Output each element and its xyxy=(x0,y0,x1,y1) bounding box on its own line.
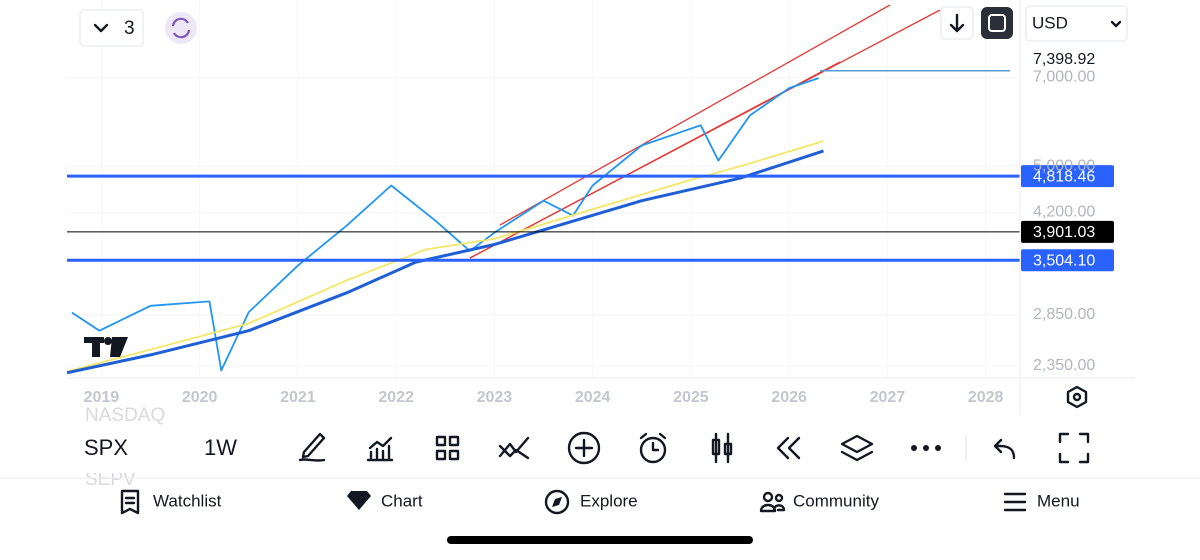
price-line xyxy=(71,77,819,372)
home-indicator xyxy=(447,536,753,544)
y-tick-label: 7,000.00 xyxy=(1033,69,1095,86)
community-icon xyxy=(759,503,786,513)
nav-item[interactable]: Watchlist xyxy=(153,491,222,510)
x-tick-label: 2019 xyxy=(84,389,120,406)
x-tick-label: 2020 xyxy=(182,389,218,406)
bottom-toolbar xyxy=(67,425,1135,473)
x-tick-label: 2025 xyxy=(673,389,709,406)
interval[interactable]: 1W xyxy=(204,435,237,460)
watchlist-icon xyxy=(120,489,140,515)
add-icon xyxy=(574,438,594,458)
alert-tool[interactable] xyxy=(639,436,667,464)
symbol[interactable]: SPX xyxy=(84,435,128,460)
grid xyxy=(67,0,1020,378)
price-label: 3,504.10 xyxy=(1033,253,1095,270)
x-tick-label: 2023 xyxy=(477,389,513,406)
levels-layer: 4,818.46 3,901.03 3,504.10 7,398.92 xyxy=(67,51,1114,272)
currency-dropdown[interactable] xyxy=(1025,5,1128,42)
x-tick-label: 2026 xyxy=(771,389,807,406)
nav-item[interactable]: Chart xyxy=(381,491,423,510)
last-price-label: 7,398.92 xyxy=(1033,51,1095,68)
price-line xyxy=(67,149,824,375)
drawings xyxy=(469,4,941,259)
more-tool[interactable] xyxy=(911,445,941,451)
watermark-symbol: SEPV xyxy=(85,469,136,490)
y-tick-label: 4,200.00 xyxy=(1033,204,1095,221)
candles-tool[interactable] xyxy=(711,432,733,464)
nav-item[interactable]: Menu xyxy=(1037,491,1080,510)
logo xyxy=(84,337,128,357)
x-tick-label: 2022 xyxy=(378,389,414,406)
price-label: 4,818.46 xyxy=(1033,168,1095,185)
menu-icon xyxy=(1003,492,1027,512)
explore-icon xyxy=(544,489,570,515)
price-label-box xyxy=(1021,165,1114,188)
chart-icon xyxy=(347,491,371,510)
replay-tool[interactable] xyxy=(776,436,801,460)
fullscreen-tool[interactable] xyxy=(1058,432,1090,464)
compare-tool[interactable] xyxy=(498,436,530,460)
x-tick-label: 2024 xyxy=(575,389,611,406)
x-tick-label: 2021 xyxy=(280,389,316,406)
layout-count: 3 xyxy=(124,18,135,39)
price-label: 3,901.03 xyxy=(1033,224,1095,241)
y-tick-label: 2,850.00 xyxy=(1033,306,1095,323)
price-line xyxy=(67,140,824,373)
explore-icon-needle xyxy=(552,497,562,507)
indicators-tool[interactable] xyxy=(366,436,394,462)
screenshot-button[interactable] xyxy=(981,7,1013,39)
price-label-box xyxy=(1021,249,1114,272)
nav-item[interactable]: Community xyxy=(793,491,879,510)
settings-icon-dot xyxy=(1072,392,1082,402)
chevron-icon xyxy=(93,23,109,33)
price-label-box xyxy=(1021,220,1114,243)
settings-icon[interactable] xyxy=(1066,385,1088,409)
tools xyxy=(298,431,1090,465)
add-tool[interactable] xyxy=(567,431,601,465)
x-axis: 2019 2020 2021 2022 2023 2024 2025 2026 2027 2028 xyxy=(84,389,1004,406)
refresh-icon xyxy=(171,17,191,39)
chevron-icon xyxy=(1110,20,1122,28)
templates-tool[interactable] xyxy=(435,435,460,461)
x-tick-label: 2028 xyxy=(968,389,1004,406)
y-tick-label: 5,000.00 xyxy=(1033,158,1095,175)
y-tick-label: 2,350.00 xyxy=(1033,357,1095,374)
nav-bar: Watchlist Chart Explore Community Menu xyxy=(120,489,1080,515)
community-icon-head xyxy=(774,493,784,503)
undo-tool[interactable] xyxy=(993,438,1016,460)
watermark-symbol: NASDAQ xyxy=(85,405,165,426)
community-icon-head xyxy=(762,491,774,503)
series-layer xyxy=(67,77,824,375)
layers-tool[interactable] xyxy=(840,434,874,462)
currency: USD xyxy=(1032,13,1068,32)
alert-icon xyxy=(639,432,667,452)
screenshot-icon xyxy=(988,14,1006,32)
x-tick-label: 2027 xyxy=(870,389,906,406)
draw-tool[interactable] xyxy=(298,432,326,462)
down-arrow-icon xyxy=(949,13,965,33)
refresh-button[interactable] xyxy=(165,12,197,44)
layout-button[interactable] xyxy=(79,9,144,47)
nav-item[interactable]: Explore xyxy=(580,491,638,510)
